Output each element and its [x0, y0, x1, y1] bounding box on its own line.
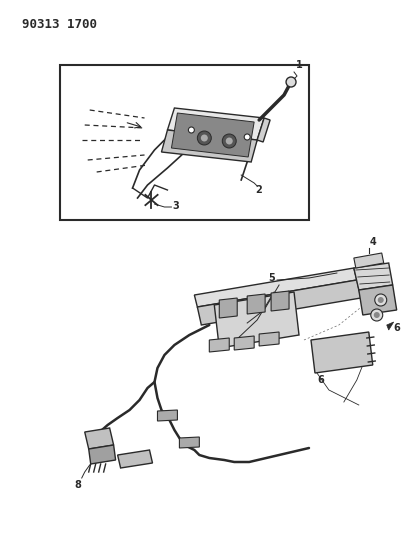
Circle shape [374, 294, 386, 306]
Circle shape [222, 134, 236, 148]
Polygon shape [197, 280, 360, 325]
Polygon shape [161, 130, 257, 162]
Text: 6: 6 [393, 323, 399, 333]
Polygon shape [358, 285, 396, 315]
Polygon shape [89, 445, 115, 464]
Polygon shape [157, 410, 177, 421]
Polygon shape [179, 437, 199, 448]
Text: 4: 4 [369, 237, 376, 247]
Polygon shape [194, 268, 356, 307]
Polygon shape [171, 113, 253, 157]
Polygon shape [259, 332, 278, 346]
Polygon shape [219, 298, 237, 318]
Polygon shape [353, 253, 383, 268]
Text: 1: 1 [295, 60, 302, 70]
Polygon shape [234, 336, 253, 350]
Polygon shape [214, 292, 298, 348]
Text: 6: 6 [316, 375, 323, 385]
Circle shape [200, 134, 207, 141]
Polygon shape [85, 428, 113, 449]
Polygon shape [257, 118, 269, 142]
Text: 90313 1700: 90313 1700 [22, 18, 97, 31]
Bar [60, 65, 308, 220]
Text: 5: 5 [268, 273, 274, 283]
Text: 7: 7 [241, 317, 248, 327]
Circle shape [243, 134, 249, 140]
Polygon shape [247, 294, 265, 314]
Polygon shape [209, 338, 229, 352]
Circle shape [286, 77, 295, 87]
Polygon shape [386, 322, 393, 330]
Circle shape [188, 127, 194, 133]
Text: 8: 8 [74, 480, 81, 490]
Polygon shape [353, 263, 392, 290]
Circle shape [377, 297, 383, 303]
Polygon shape [270, 291, 288, 311]
Circle shape [225, 138, 232, 144]
Text: 3: 3 [172, 201, 179, 211]
Polygon shape [117, 450, 152, 468]
Polygon shape [167, 108, 263, 140]
Polygon shape [310, 332, 372, 373]
Circle shape [197, 131, 211, 145]
Text: 2: 2 [255, 185, 261, 195]
Circle shape [370, 309, 382, 321]
Circle shape [373, 312, 379, 318]
